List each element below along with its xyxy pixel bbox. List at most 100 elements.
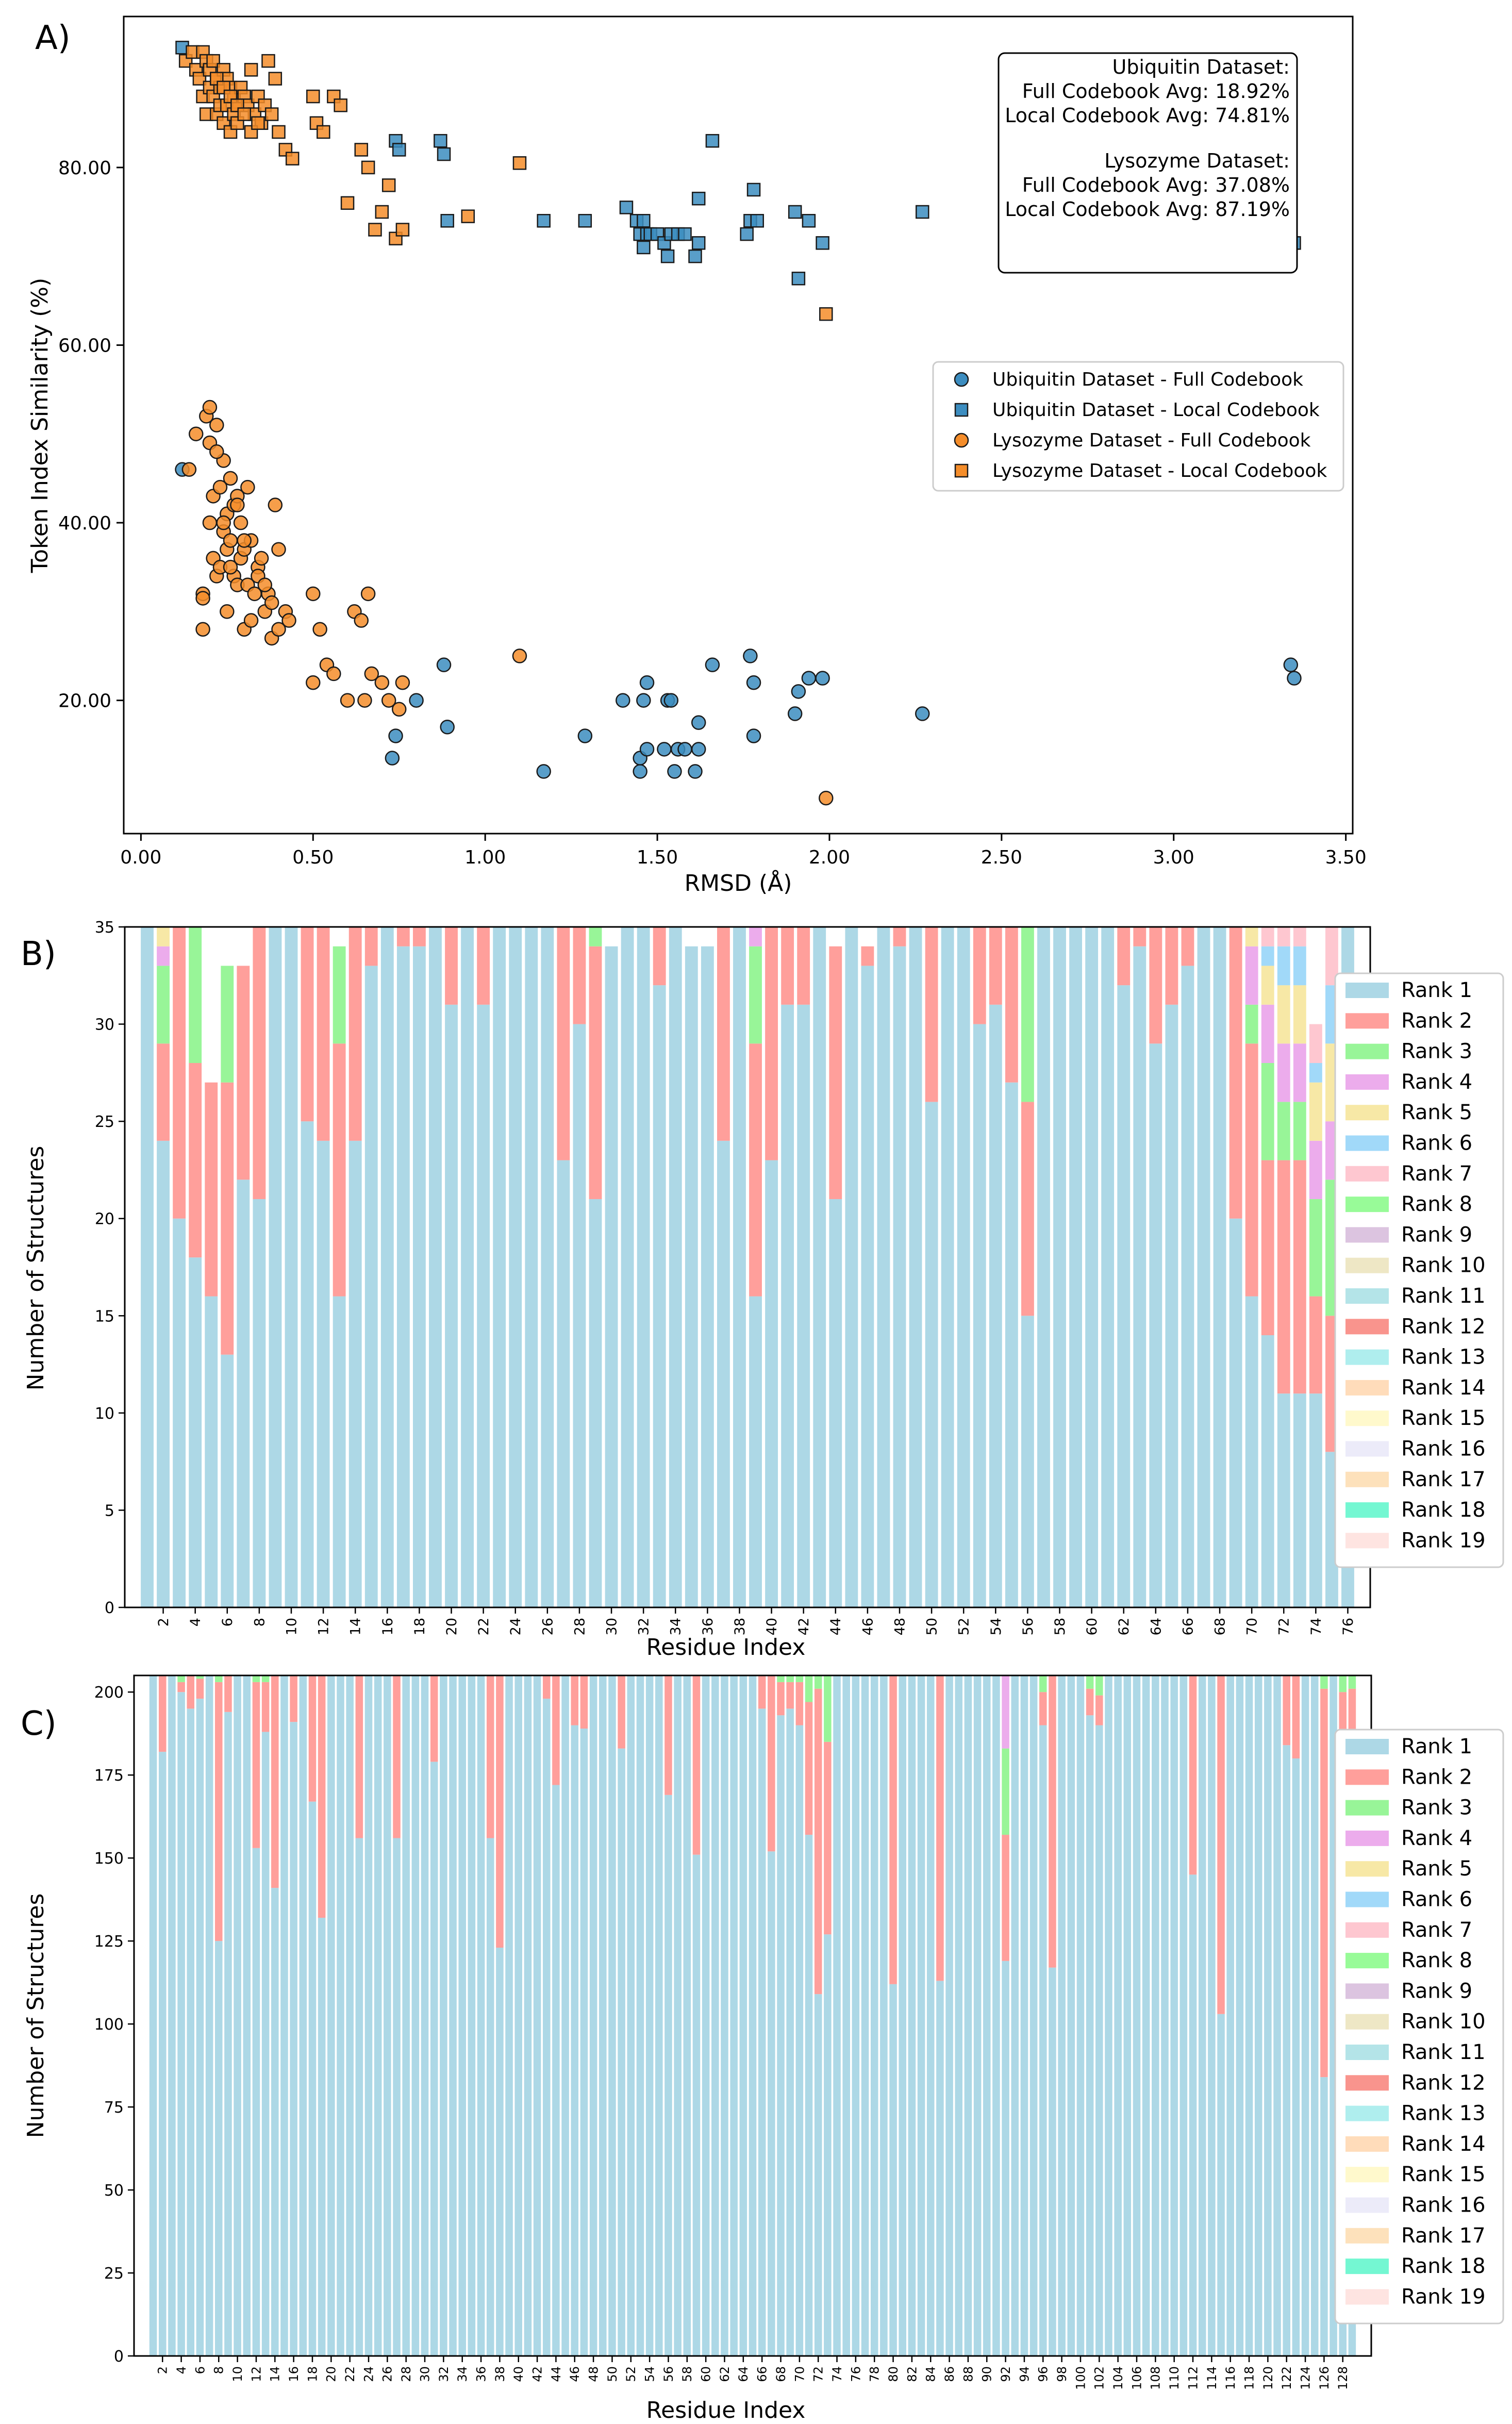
scatter-point <box>195 622 210 637</box>
x-tick-label: 4 <box>188 1618 204 1626</box>
bar-segment <box>486 1838 494 2356</box>
y-tick-label: 20 <box>95 1210 114 1228</box>
bar-segment <box>893 927 906 947</box>
bar-segment <box>173 1218 186 1607</box>
bar-segment <box>221 966 234 1083</box>
scatter-point <box>230 497 245 512</box>
x-tick-label: 38 <box>493 2366 507 2382</box>
annotation-line-6: Full Codebook Avg: 37.08% <box>1022 174 1290 196</box>
bar-segment <box>653 927 666 986</box>
scatter-point <box>636 693 651 708</box>
scatter-point <box>223 533 238 548</box>
scatter-point <box>663 693 679 708</box>
bar-segment <box>618 1748 625 2356</box>
bar-segment <box>833 1675 841 2356</box>
bar-segment <box>1005 927 1018 1083</box>
bar-segment <box>1245 1675 1253 2356</box>
bar-segment <box>721 1675 728 2356</box>
bar-segment <box>1293 946 1306 986</box>
scatter-point <box>285 152 300 165</box>
bar-segment <box>1039 1692 1047 1725</box>
legend-label: Rank 17 <box>1401 1468 1486 1491</box>
bar-segment <box>141 927 154 1607</box>
scatter-point <box>257 577 273 592</box>
bar-segment <box>758 1708 766 2356</box>
x-tick-label: 48 <box>587 2366 601 2382</box>
x-tick-label: 22 <box>476 1618 492 1635</box>
x-tick-label: 3.50 <box>1325 847 1367 868</box>
x-tick-label: 68 <box>774 2366 788 2382</box>
x-tick-label: 24 <box>508 1618 524 1635</box>
bar-segment <box>842 1675 850 2356</box>
bar-segment <box>458 1675 466 2356</box>
scatter-point <box>743 649 758 663</box>
bar-segment <box>1236 1675 1244 2356</box>
scatter-point <box>395 223 410 237</box>
bar-segment <box>243 1675 251 2356</box>
bar-segment <box>374 1675 382 2356</box>
y-tick-label: 75 <box>104 2099 124 2117</box>
bar-segment <box>973 1024 986 1607</box>
scatter-point <box>705 134 720 148</box>
bar-segment <box>318 1675 326 1918</box>
x-tick-label: 18 <box>412 1618 428 1635</box>
scatter-point <box>237 533 252 548</box>
bar-segment <box>805 1702 813 1835</box>
legend-label: Rank 3 <box>1401 1040 1472 1064</box>
legend-swatch <box>1345 1319 1389 1335</box>
legend-label: Rank 9 <box>1401 1223 1472 1247</box>
bar-segment <box>1198 1675 1206 2356</box>
bar-segment <box>346 1675 354 2356</box>
legend-swatch <box>1345 2197 1389 2213</box>
bar-segment <box>1123 1675 1132 2356</box>
legend-label: Rank 6 <box>1401 1132 1472 1155</box>
legend-label: Rank 18 <box>1401 1498 1486 1522</box>
scatter-point <box>667 764 682 779</box>
bar-segment <box>509 927 522 1607</box>
scatter-point <box>746 675 761 690</box>
panel-a-axes-frame <box>123 15 1354 835</box>
bar-segment <box>1114 1675 1122 2356</box>
x-tick-label: 20 <box>444 1618 460 1635</box>
bar-segment <box>552 1785 560 2356</box>
x-tick-label: 46 <box>860 1618 876 1635</box>
bar-segment <box>1095 1695 1103 1725</box>
bar-segment <box>525 927 538 1607</box>
bar-segment <box>430 1762 438 2356</box>
x-tick-label: 128 <box>1336 2366 1350 2390</box>
bar-segment <box>1245 1004 1258 1044</box>
bar-segment <box>692 1675 701 1855</box>
legend-label: Rank 11 <box>1401 1284 1486 1308</box>
x-tick-label: 52 <box>624 2366 638 2382</box>
scatter-point <box>272 125 286 139</box>
x-tick-label: 42 <box>530 2366 544 2382</box>
x-tick-label: 26 <box>540 1618 556 1635</box>
y-tick-label: 10 <box>95 1405 114 1423</box>
x-tick-label: 102 <box>1092 2366 1107 2390</box>
bar-segment <box>877 927 890 1607</box>
bar-segment <box>925 927 938 1102</box>
bar-segment <box>271 1888 279 2356</box>
bar-segment <box>861 946 874 966</box>
bar-segment <box>973 927 986 1024</box>
scatter-point <box>619 201 634 214</box>
x-tick-label: 100 <box>1073 2366 1088 2390</box>
panel-a-xlabel: RMSD (Å) <box>685 869 792 896</box>
bar-segment <box>941 927 954 1607</box>
bar-segment <box>1348 1675 1356 1689</box>
bar-segment <box>1179 1675 1188 2356</box>
x-tick-label: 120 <box>1261 2366 1275 2390</box>
bar-segment <box>1002 1748 1009 1835</box>
bar-segment <box>253 1199 266 1607</box>
bar-segment <box>1086 1675 1094 1689</box>
bar-segment <box>973 1675 982 2356</box>
bar-segment <box>158 1675 167 1752</box>
bar-segment <box>1067 1675 1075 2356</box>
bar-segment <box>477 927 490 1005</box>
bar-segment <box>749 1675 757 2356</box>
bar-segment <box>187 1675 195 1709</box>
bar-segment <box>430 1675 438 1762</box>
bar-segment <box>861 966 874 1607</box>
bar-segment <box>781 1004 794 1607</box>
scatter-point <box>181 462 197 477</box>
